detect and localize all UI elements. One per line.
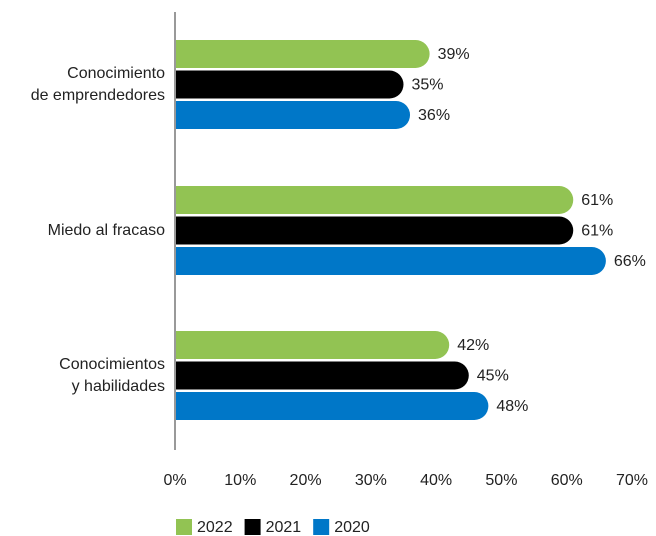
- bar: [175, 361, 469, 390]
- category-label: Miedo al fracaso: [47, 221, 165, 239]
- bar: [175, 247, 606, 275]
- value-label: 39%: [438, 46, 470, 63]
- x-tick-label: 0%: [163, 472, 186, 489]
- value-label: 61%: [581, 223, 613, 240]
- x-tick-label: 60%: [551, 472, 583, 489]
- value-label: 61%: [581, 192, 613, 209]
- legend-label: 2021: [266, 519, 302, 536]
- bar: [175, 392, 489, 420]
- x-tick-label: 30%: [355, 472, 387, 489]
- bar: [175, 101, 411, 129]
- value-label: 48%: [496, 398, 528, 415]
- value-label: 45%: [477, 368, 509, 385]
- category-label: Conocimientos y habilidades: [59, 355, 165, 395]
- bar: [175, 186, 574, 215]
- legend-swatch: [244, 519, 261, 535]
- x-tick-label: 50%: [485, 472, 517, 489]
- legend-swatch: [313, 519, 330, 535]
- x-tick-label: 70%: [616, 472, 648, 489]
- x-tick-label: 10%: [224, 472, 256, 489]
- legend-label: 2020: [334, 519, 370, 536]
- x-tick-label: 20%: [290, 472, 322, 489]
- value-label: 42%: [457, 337, 489, 354]
- x-tick-label: 40%: [420, 472, 452, 489]
- value-label: 35%: [412, 77, 444, 94]
- legend-label: 2022: [197, 519, 233, 536]
- bar: [175, 40, 430, 68]
- bar: [175, 331, 450, 359]
- bar: [175, 216, 574, 245]
- value-label: 66%: [614, 253, 646, 270]
- legend-swatch: [176, 519, 192, 535]
- value-label: 36%: [418, 107, 450, 124]
- category-label: Conocimiento de emprendedores: [30, 64, 165, 104]
- bar: [175, 70, 404, 99]
